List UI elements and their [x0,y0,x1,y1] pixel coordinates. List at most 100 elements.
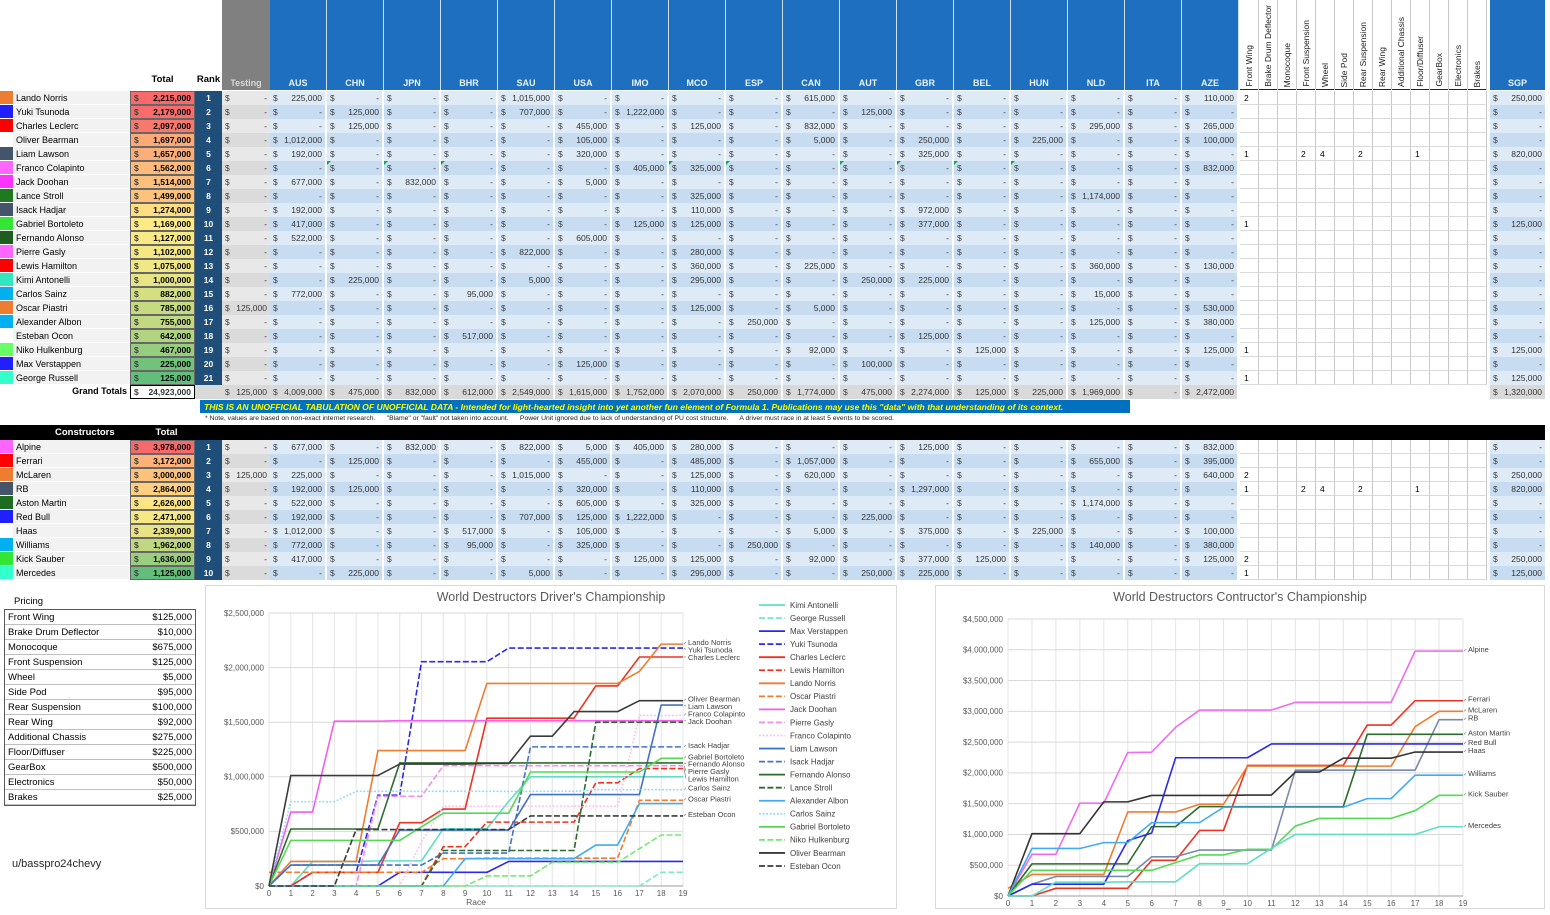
money-cell[interactable]: $1,752,000 [612,385,669,399]
money-cell[interactable]: $- [1490,189,1545,203]
part-qty-cell[interactable] [1354,496,1373,510]
name-cell[interactable]: Liam Lawson [13,147,130,161]
money-cell[interactable]: $- [327,468,384,482]
part-qty-cell[interactable] [1411,329,1430,343]
total-cell[interactable]: $1,636,000 [130,552,195,566]
part-qty-cell[interactable] [1278,315,1297,329]
money-cell[interactable]: $- [1490,245,1545,259]
part-qty-cell[interactable] [1373,161,1392,175]
name-cell[interactable]: Williams [13,538,130,552]
money-cell[interactable]: $- [612,175,669,189]
race-column-header[interactable]: JPN [384,0,441,90]
money-cell[interactable]: $377,000 [897,217,954,231]
part-qty-cell[interactable] [1335,91,1354,105]
part-qty-cell[interactable] [1259,217,1278,231]
part-qty-cell[interactable] [1335,524,1354,538]
money-cell[interactable]: $- [1125,454,1182,468]
part-qty-cell[interactable] [1259,566,1278,580]
money-cell[interactable]: $972,000 [897,203,954,217]
money-cell[interactable]: $- [669,357,726,371]
money-cell[interactable]: $- [1125,566,1182,580]
money-cell[interactable]: $- [897,357,954,371]
name-cell[interactable]: George Russell [13,371,130,385]
total-cell[interactable]: $1,127,000 [130,231,195,245]
total-cell[interactable]: $1,697,000 [130,133,195,147]
money-cell[interactable]: $- [1011,343,1068,357]
money-cell[interactable]: $- [441,371,498,385]
part-qty-cell[interactable] [1449,161,1468,175]
money-cell[interactable]: $- [498,119,555,133]
money-cell[interactable]: $- [222,147,270,161]
rank-cell[interactable]: 5 [195,147,222,161]
money-cell[interactable]: $5,000 [783,524,840,538]
money-cell[interactable]: $- [783,245,840,259]
money-cell[interactable]: $677,000 [270,175,327,189]
money-cell[interactable]: $- [1011,482,1068,496]
money-cell[interactable]: $- [327,315,384,329]
money-cell[interactable]: $- [954,175,1011,189]
part-qty-cell[interactable] [1297,538,1316,552]
money-cell[interactable]: $360,000 [669,259,726,273]
name-cell[interactable]: Ferrari [13,454,130,468]
money-cell[interactable]: $- [1490,175,1545,189]
part-qty-cell[interactable]: 2 [1297,147,1316,161]
total-cell[interactable]: $225,000 [130,357,195,371]
part-qty-cell[interactable] [1240,301,1259,315]
money-cell[interactable]: $- [954,147,1011,161]
part-qty-cell[interactable] [1392,91,1411,105]
money-cell[interactable]: $- [726,245,783,259]
part-qty-cell[interactable] [1259,105,1278,119]
part-qty-cell[interactable] [1430,273,1449,287]
money-cell[interactable]: $- [954,119,1011,133]
part-qty-cell[interactable] [1240,510,1259,524]
total-cell[interactable]: $1,274,000 [130,203,195,217]
race-column-header[interactable]: AUS [270,0,327,90]
money-cell[interactable]: $1,174,000 [1068,496,1125,510]
money-cell[interactable]: $- [954,217,1011,231]
money-cell[interactable]: $- [840,301,897,315]
money-cell[interactable]: $- [897,454,954,468]
money-cell[interactable]: $325,000 [669,189,726,203]
money-cell[interactable]: $- [612,371,669,385]
money-cell[interactable]: $- [384,496,441,510]
money-cell[interactable]: $- [222,454,270,468]
part-qty-cell[interactable] [1392,371,1411,385]
money-cell[interactable]: $- [954,329,1011,343]
money-cell[interactable]: $- [954,566,1011,580]
money-cell[interactable]: $- [783,231,840,245]
part-qty-cell[interactable] [1392,468,1411,482]
part-qty-cell[interactable] [1278,133,1297,147]
money-cell[interactable]: $- [954,482,1011,496]
money-cell[interactable]: $- [222,496,270,510]
money-cell[interactable]: $1,015,000 [498,468,555,482]
money-cell[interactable]: $405,000 [612,440,669,454]
part-qty-cell[interactable] [1335,301,1354,315]
money-cell[interactable]: $- [897,259,954,273]
money-cell[interactable]: $- [1011,287,1068,301]
money-cell[interactable]: $- [441,231,498,245]
total-column-header[interactable]: Total [130,74,195,90]
part-qty-cell[interactable] [1373,287,1392,301]
money-cell[interactable]: $- [954,273,1011,287]
money-cell[interactable]: $- [897,468,954,482]
money-cell[interactable]: $- [555,91,612,105]
money-cell[interactable]: $- [612,147,669,161]
money-cell[interactable]: $1,320,000 [1490,385,1545,399]
money-cell[interactable]: $- [783,217,840,231]
money-cell[interactable]: $677,000 [270,440,327,454]
part-qty-cell[interactable] [1335,566,1354,580]
money-cell[interactable]: $- [612,91,669,105]
part-qty-cell[interactable] [1430,440,1449,454]
part-qty-cell[interactable] [1449,259,1468,273]
part-qty-cell[interactable] [1468,538,1487,552]
money-cell[interactable]: $125,000 [1182,343,1239,357]
money-cell[interactable]: $- [840,203,897,217]
part-qty-cell[interactable] [1468,454,1487,468]
money-cell[interactable]: $1,222,000 [612,105,669,119]
money-cell[interactable]: $- [840,329,897,343]
money-cell[interactable]: $- [783,482,840,496]
money-cell[interactable]: $- [270,343,327,357]
part-qty-cell[interactable] [1430,482,1449,496]
money-cell[interactable]: $530,000 [1182,301,1239,315]
money-cell[interactable]: $- [840,482,897,496]
